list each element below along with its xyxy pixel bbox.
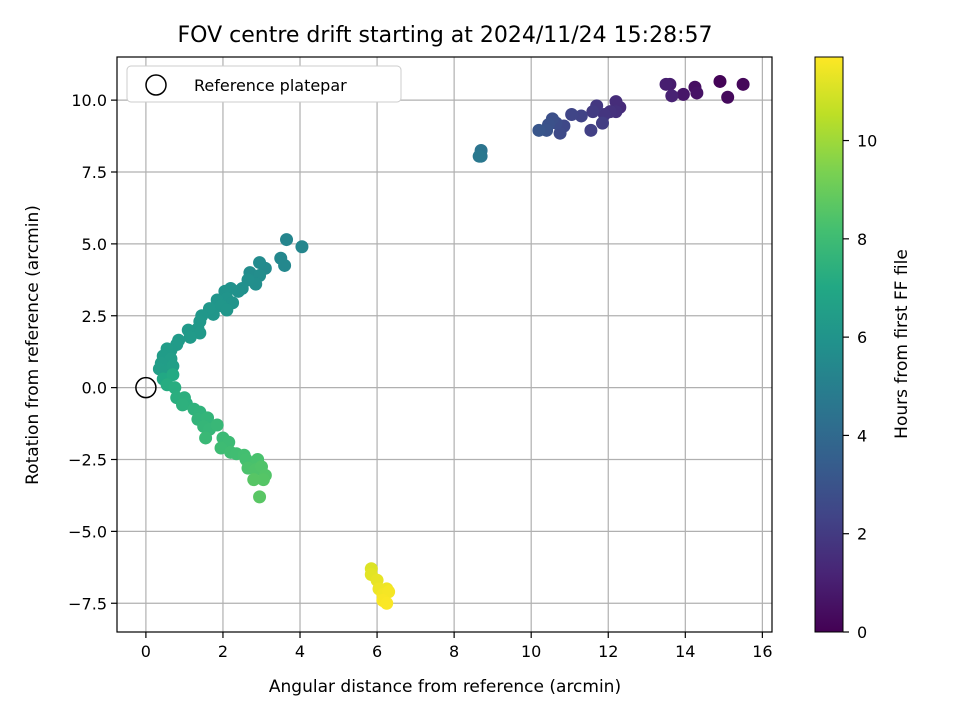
- colorbar-tick-label: 0: [857, 623, 867, 642]
- x-tick-label: 0: [141, 642, 151, 661]
- colorbar-tick-label: 8: [857, 230, 867, 249]
- data-point: [609, 95, 623, 109]
- data-point: [210, 418, 224, 432]
- data-point: [690, 86, 704, 100]
- y-tick-label: −5.0: [68, 522, 107, 541]
- reference-point: [135, 376, 157, 399]
- colorbar: 0 2 4 6 8 10 Hours from first FF file: [814, 56, 912, 642]
- x-tick-label: 6: [372, 642, 382, 661]
- data-point: [199, 431, 213, 445]
- legend: Reference platepar: [126, 65, 402, 103]
- colorbar-tick-label: 2: [857, 525, 867, 544]
- data-point: [472, 149, 486, 163]
- data-points: [152, 74, 750, 610]
- colorbar-tick-label: 6: [857, 328, 867, 347]
- x-tick-label: 12: [598, 642, 618, 661]
- data-point: [247, 473, 261, 487]
- y-tick-label: 7.5: [82, 163, 107, 182]
- colorbar-label: Hours from first FF file: [892, 249, 912, 439]
- data-point: [253, 256, 267, 270]
- plot-frame: [116, 56, 773, 633]
- y-ticks: −7.5 −5.0 −2.5 0.0 2.5 5.0 7.5 10.0: [68, 91, 117, 613]
- data-point: [565, 108, 579, 121]
- y-tick-label: 10.0: [71, 91, 107, 110]
- data-point: [586, 105, 600, 119]
- legend-marker: [145, 74, 167, 96]
- chart-title: FOV centre drift starting at 2024/11/24 …: [178, 23, 713, 48]
- legend-box: [126, 65, 402, 103]
- y-tick-label: −7.5: [68, 594, 107, 613]
- y-tick-label: 0.0: [82, 379, 107, 398]
- legend-label: Reference platepar: [194, 76, 347, 95]
- x-tick-label: 16: [752, 642, 772, 661]
- y-tick-label: −2.5: [68, 451, 107, 470]
- data-point: [532, 123, 546, 137]
- colorbar-tick-label: 10: [857, 132, 877, 151]
- data-point: [280, 233, 294, 247]
- data-point: [166, 368, 180, 382]
- grid: [117, 57, 772, 632]
- data-point: [659, 77, 673, 91]
- x-tick-label: 2: [218, 642, 228, 661]
- x-ticks: 0 2 4 6 8 10 12 14 16: [141, 632, 773, 661]
- data-point: [220, 303, 234, 317]
- data-point: [736, 77, 750, 91]
- data-point: [168, 381, 182, 395]
- data-point: [676, 87, 690, 101]
- data-point: [721, 90, 735, 104]
- y-tick-label: 2.5: [82, 307, 107, 326]
- data-point: [595, 116, 609, 130]
- data-point: [253, 490, 267, 504]
- data-point: [553, 126, 567, 140]
- data-point: [713, 74, 727, 88]
- data-point: [176, 398, 189, 412]
- colorbar-ticks: 0 2 4 6 8 10: [843, 132, 877, 642]
- data-point: [665, 89, 679, 103]
- data-point: [584, 123, 598, 137]
- x-axis-label: Angular distance from reference (arcmin): [269, 677, 621, 697]
- y-tick-label: 5.0: [82, 235, 107, 254]
- x-tick-label: 10: [521, 642, 541, 661]
- data-point: [256, 473, 270, 487]
- data-point: [295, 240, 309, 254]
- x-tick-label: 14: [675, 642, 695, 661]
- data-point: [183, 330, 197, 344]
- x-tick-label: 4: [295, 642, 305, 661]
- data-point: [380, 596, 394, 610]
- data-point: [278, 258, 292, 272]
- colorbar-tick-label: 4: [857, 426, 867, 445]
- x-tick-label: 8: [449, 642, 459, 661]
- y-axis-label: Rotation from reference (arcmin): [23, 205, 43, 485]
- colorbar-gradient: [814, 56, 844, 633]
- data-point: [574, 109, 588, 123]
